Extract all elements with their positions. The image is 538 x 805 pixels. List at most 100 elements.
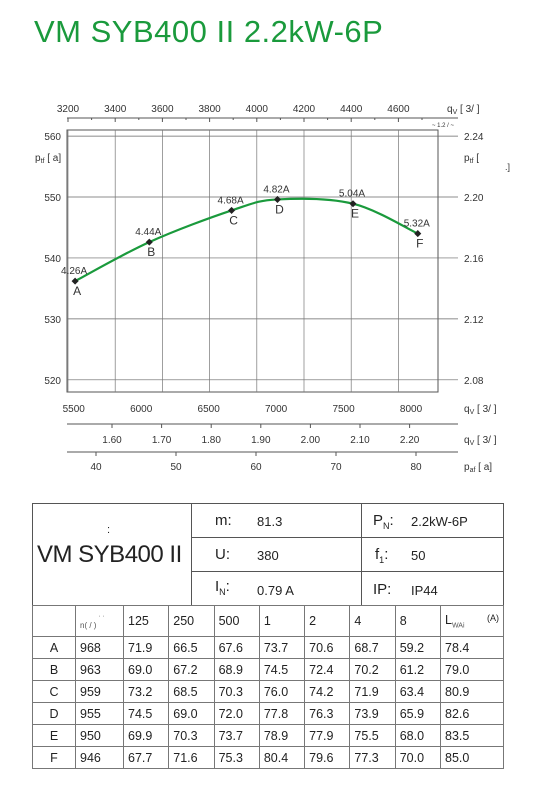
table-header-row: · · n( / ) 125 250 500 1 2 4 8 LWAi (A) xyxy=(32,605,504,637)
table-cell: 74.2 xyxy=(304,680,351,703)
header-cell: 4 xyxy=(349,605,396,637)
header-lwa: LWAi (A) xyxy=(440,605,504,637)
model-colon: : xyxy=(107,524,111,536)
axis3-tick-label: 80 xyxy=(410,462,422,473)
point-label: F xyxy=(416,237,423,251)
table-cell: 69.0 xyxy=(168,702,215,725)
current-value: 0.79 A xyxy=(257,583,294,598)
power-value: 2.2kW-6P xyxy=(411,514,468,529)
table-cell: 68.5 xyxy=(168,680,215,703)
table-cell: 70.3 xyxy=(213,680,260,703)
table-cell: 74.5 xyxy=(258,658,306,681)
table-cell: 955 xyxy=(75,702,124,725)
point-label: A xyxy=(73,284,81,298)
table-cell: 70.0 xyxy=(394,746,442,769)
top-axis-tick-label: 4200 xyxy=(293,104,316,115)
data-point xyxy=(145,238,153,246)
table-cell: 79.0 xyxy=(440,658,504,681)
current-label: 5.32A xyxy=(404,219,430,230)
right-axis-tick-label: 2.08 xyxy=(464,376,484,387)
table-cell: 59.2 xyxy=(394,636,442,659)
axis2-tick-label: 1.60 xyxy=(102,435,122,446)
voltage-value: 380 xyxy=(257,548,279,563)
axis3-tick-label: 40 xyxy=(90,462,102,473)
header-cell: 250 xyxy=(168,605,215,637)
table-cell: 61.2 xyxy=(394,658,442,681)
ip-label: IP: xyxy=(373,581,392,598)
x-axis-title: qV [ 3/ ] xyxy=(464,404,497,416)
point-label: D xyxy=(275,202,284,216)
table-cell: 85.0 xyxy=(440,746,504,769)
table-cell: 67.7 xyxy=(122,746,170,769)
table-cell: 77.9 xyxy=(304,724,351,747)
point-label: C xyxy=(229,213,238,227)
table-cell: 68.0 xyxy=(394,724,442,747)
table-cell: 963 xyxy=(75,658,124,681)
left-axis-tick-label: 540 xyxy=(44,254,61,265)
table-cell: 82.6 xyxy=(440,702,504,725)
right-axis-tick-label: 2.16 xyxy=(464,254,484,265)
power-label: PN: xyxy=(373,512,394,531)
right-axis-tick-label: 2.20 xyxy=(464,193,484,204)
axis2-tick-label: 1.80 xyxy=(201,435,221,446)
table-cell: 73.7 xyxy=(258,636,306,659)
table-cell: 75.3 xyxy=(213,746,260,769)
table-cell: 77.3 xyxy=(349,746,396,769)
top-axis-tick-label: 3200 xyxy=(57,104,80,115)
axis2-tick-label: 1.70 xyxy=(152,435,172,446)
model-name: VM SYB400 II xyxy=(37,541,182,568)
left-axis-title: ptf [ a] xyxy=(35,153,61,165)
top-axis-tick-label: 3400 xyxy=(104,104,127,115)
left-axis-tick-label: 530 xyxy=(44,315,61,326)
performance-curve xyxy=(74,197,419,283)
table-row: F 946 67.7 71.6 75.3 80.4 79.6 77.3 70.0 85.0 xyxy=(32,746,504,769)
axis2-tick-label: 2.00 xyxy=(301,435,321,446)
data-point xyxy=(273,195,281,203)
mass-label: m: xyxy=(215,512,232,529)
table-cell: 74.5 xyxy=(122,702,170,725)
table-row: A 968 71.9 66.5 67.6 73.7 70.6 68.7 59.2 78.4 xyxy=(32,636,504,659)
top-axis-tick-label: 4600 xyxy=(387,104,410,115)
header-cell: 2 xyxy=(304,605,351,637)
frequency-value: 50 xyxy=(411,548,426,563)
table-cell: 71.9 xyxy=(349,680,396,703)
current-label: 4.26A xyxy=(61,266,87,277)
top-axis-title: qV [ 3/ ] xyxy=(447,104,480,116)
axis2-tick-label: 2.20 xyxy=(400,435,420,446)
x-axis-tick-label: 8000 xyxy=(400,404,423,415)
voltage-label: U: xyxy=(215,546,230,563)
ip-value: IP44 xyxy=(411,583,438,598)
axis2-tick-label: 1.90 xyxy=(251,435,271,446)
table-cell: 73.2 xyxy=(122,680,170,703)
table-cell: 75.5 xyxy=(349,724,396,747)
right-axis-tick-label: 2.24 xyxy=(464,132,484,143)
axis3-tick-label: 70 xyxy=(330,462,342,473)
left-axis-tick-label: 560 xyxy=(44,132,61,143)
current-label: 4.44A xyxy=(135,227,161,238)
table-cell: 72.4 xyxy=(304,658,351,681)
header-speed: · · n( / ) xyxy=(75,605,124,637)
table-cell: 73.9 xyxy=(349,702,396,725)
table-cell: 63.4 xyxy=(394,680,442,703)
top-axis-tick-label: 3800 xyxy=(198,104,221,115)
header-cell: 8 xyxy=(394,605,442,637)
right-axis-tick-label: 2.12 xyxy=(464,315,484,326)
top-axis-note: ~ 1.2 / ~ xyxy=(432,123,455,129)
table-cell: 73.7 xyxy=(213,724,260,747)
axis2-title: qV [ 3/ ] xyxy=(464,435,497,447)
table-cell: 76.0 xyxy=(258,680,306,703)
model-cell: : VM SYB400 II xyxy=(33,504,192,605)
header-cell: 500 xyxy=(213,605,260,637)
row-label: B xyxy=(32,658,76,681)
axis3-title: paf [ a] xyxy=(464,462,492,474)
row-label: E xyxy=(32,724,76,747)
table-cell: 80.9 xyxy=(440,680,504,703)
x-axis-tick-label: 7500 xyxy=(332,404,355,415)
table-cell: 69.0 xyxy=(122,658,170,681)
current-label: 4.68A xyxy=(218,195,244,206)
table-row: C 959 73.2 68.5 70.3 76.0 74.2 71.9 63.4 80.9 xyxy=(32,680,504,703)
current-label: 4.82A xyxy=(263,184,289,195)
current-label: IN: xyxy=(215,578,230,597)
x-axis-tick-label: 7000 xyxy=(265,404,288,415)
table-cell: 71.6 xyxy=(168,746,215,769)
